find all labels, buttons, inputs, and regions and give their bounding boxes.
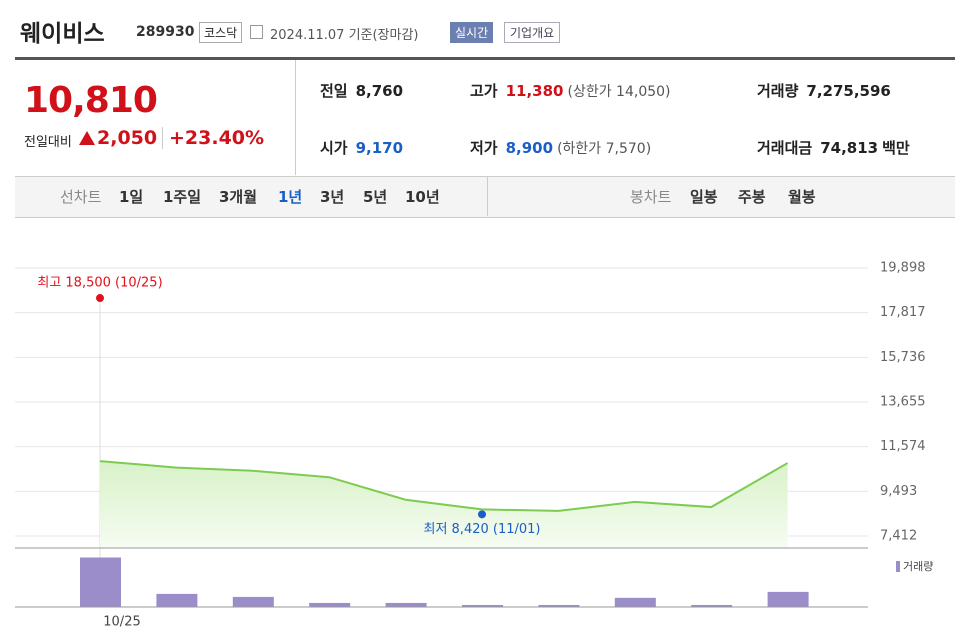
candle-tab[interactable]: 주봉 (738, 188, 766, 206)
y-tick-label: 17,817 (880, 305, 926, 320)
current-price: 10,810 (24, 80, 158, 121)
stat-label: 시가 (320, 139, 348, 157)
period-tab[interactable]: 3년 (320, 188, 345, 206)
period-tab[interactable]: 1일 (119, 188, 144, 206)
stat-label: 전일 (320, 82, 348, 100)
divider (295, 60, 296, 175)
tab-label: 선차트 (60, 188, 102, 206)
legend-label: 거래량 (903, 560, 933, 573)
price-line (99, 460, 789, 512)
stat: 시가 9,170 (320, 137, 403, 158)
company-button[interactable]: 기업개요 (504, 22, 561, 43)
tab-bar (15, 176, 955, 218)
realtime-button[interactable]: 실시간 (450, 22, 494, 43)
stat-extra: (상한가 14,050) (567, 84, 671, 100)
candle-tab[interactable]: 월봉 (788, 188, 816, 206)
calendar-icon (250, 25, 263, 39)
area (100, 461, 788, 548)
legend-swatch (896, 561, 900, 572)
period-tab[interactable]: 10년 (405, 188, 440, 206)
tab-label: 봉차트 (630, 188, 672, 206)
volume-bar (767, 591, 809, 607)
x-tick-label: 10/25 (103, 615, 140, 630)
period-tab[interactable]: 1주일 (163, 188, 202, 206)
market-badge: 코스닥 (199, 22, 243, 43)
stat-value: 8,760 (355, 82, 404, 100)
y-tick-label: 13,655 (880, 395, 926, 410)
volume-bar (232, 596, 274, 607)
volume-bar (80, 557, 121, 607)
period-tab[interactable]: 3개월 (219, 188, 258, 206)
volume-bar (462, 604, 503, 607)
y-tick-label: 19,898 (880, 261, 926, 276)
extreme-marker (478, 510, 486, 519)
stat-label: 고가 (470, 82, 498, 100)
change: 2,050 (97, 127, 158, 149)
volume-bar (538, 604, 580, 607)
volume-bar (385, 602, 427, 607)
stat-value: 11,380 (505, 82, 564, 100)
up-icon (79, 131, 95, 145)
stat-label: 거래대금 (757, 139, 813, 157)
y-tick-label: 15,736 (880, 350, 926, 365)
stat-extra: (하한가 7,570) (557, 141, 652, 157)
divider (487, 176, 488, 216)
change-rate: +23.40% (162, 127, 264, 149)
stat-value: 8,900 (505, 139, 554, 157)
stat: 저가 8,900 (하한가 7,570) (470, 137, 651, 158)
stat: 거래량 7,275,596 (757, 80, 891, 101)
period-tab[interactable]: 1년 (278, 188, 303, 206)
annotation: 최고 18,500 (10/25) (37, 276, 162, 291)
volume-bar (691, 604, 733, 607)
date: 2024.11.07 기준(장마감) (270, 28, 419, 43)
y-tick-label: 7,412 (880, 528, 917, 543)
y-tick-label: 9,493 (880, 484, 917, 499)
volume-bar (309, 602, 351, 607)
volume-bar (614, 597, 656, 607)
change-label: 전일대비 (24, 135, 72, 150)
candle-tab[interactable]: 일봉 (690, 188, 718, 206)
stock-code: 289930 (136, 24, 195, 40)
stat: 전일 8,760 (320, 80, 403, 101)
period-tab[interactable]: 5년 (363, 188, 388, 206)
stat: 고가 11,380 (상한가 14,050) (470, 80, 671, 101)
stock-name: 웨이비스 (20, 21, 105, 47)
stat-value: 9,170 (355, 139, 404, 157)
stat-label: 저가 (470, 139, 498, 157)
stat-unit: 백만 (882, 139, 910, 157)
volume-bar (156, 593, 198, 607)
y-tick-label: 11,574 (880, 439, 926, 454)
stat: 거래대금 74,813 백만 (757, 137, 910, 158)
stat-value: 7,275,596 (806, 82, 891, 100)
stat-value: 74,813 (820, 139, 879, 157)
stat-label: 거래량 (757, 82, 799, 100)
annotation: 최저 8,420 (11/01) (423, 522, 540, 537)
extreme-marker (96, 294, 104, 303)
